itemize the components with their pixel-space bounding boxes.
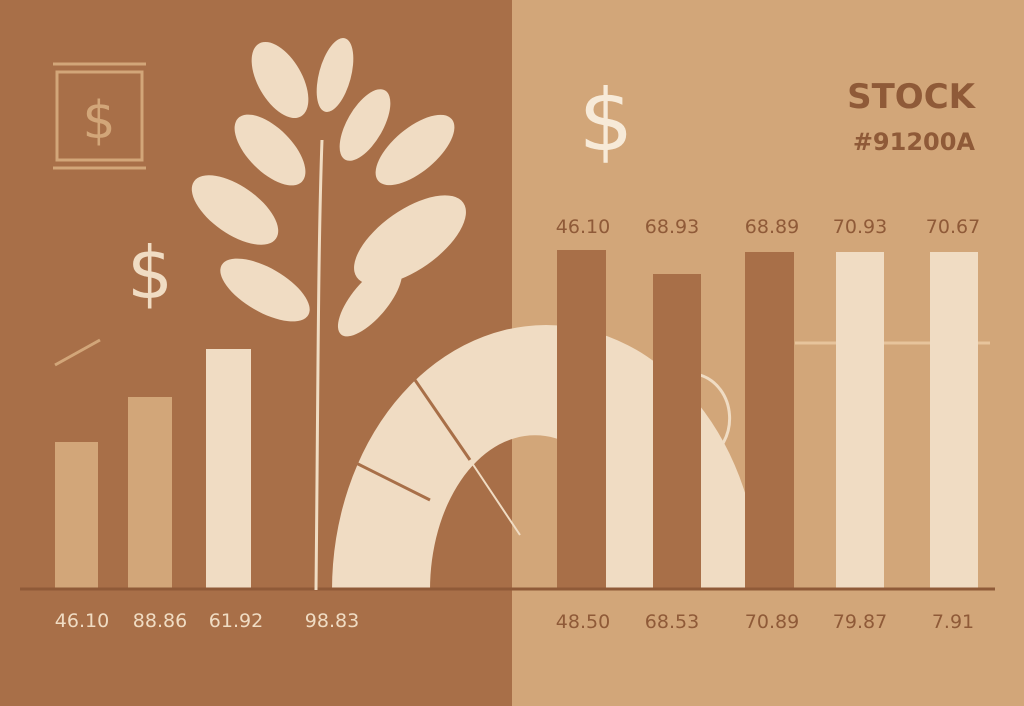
bar — [930, 252, 978, 590]
dollar-frame — [55, 70, 144, 162]
bar — [55, 442, 98, 588]
arc-seam — [349, 458, 431, 502]
arc-ring — [699, 373, 732, 462]
value-label: 61.92 — [209, 610, 263, 632]
arrow — [54, 338, 101, 367]
bar — [557, 250, 606, 590]
value-label: 98.83 — [305, 610, 359, 632]
value-label: 46.10 — [55, 610, 109, 632]
value-label: 70.93 — [833, 216, 887, 238]
dollar-sign: $ — [579, 71, 634, 171]
bar — [653, 274, 701, 590]
dollar-sign: $ — [82, 91, 115, 151]
bar — [606, 430, 653, 590]
value-label: 68.53 — [645, 611, 699, 633]
value-label: 48.50 — [556, 611, 610, 633]
bar — [745, 252, 794, 590]
value-label: 7.91 — [932, 611, 974, 633]
value-label: 88.86 — [133, 610, 187, 632]
value-label: 70.89 — [745, 611, 799, 633]
arc-needle — [469, 459, 521, 536]
dollar-sign: $ — [127, 231, 173, 315]
value-label: 68.89 — [745, 216, 799, 238]
bar — [128, 397, 172, 588]
title: STOCK — [847, 77, 977, 117]
value-label: 70.67 — [926, 216, 980, 238]
bar — [836, 252, 884, 590]
code: #91200A — [853, 128, 976, 156]
plant — [191, 38, 466, 591]
value-label: 46.10 — [556, 216, 610, 238]
bar — [206, 349, 251, 588]
value-label: 79.87 — [833, 611, 887, 633]
value-label: 68.93 — [645, 216, 699, 238]
arc-seam — [413, 379, 472, 461]
